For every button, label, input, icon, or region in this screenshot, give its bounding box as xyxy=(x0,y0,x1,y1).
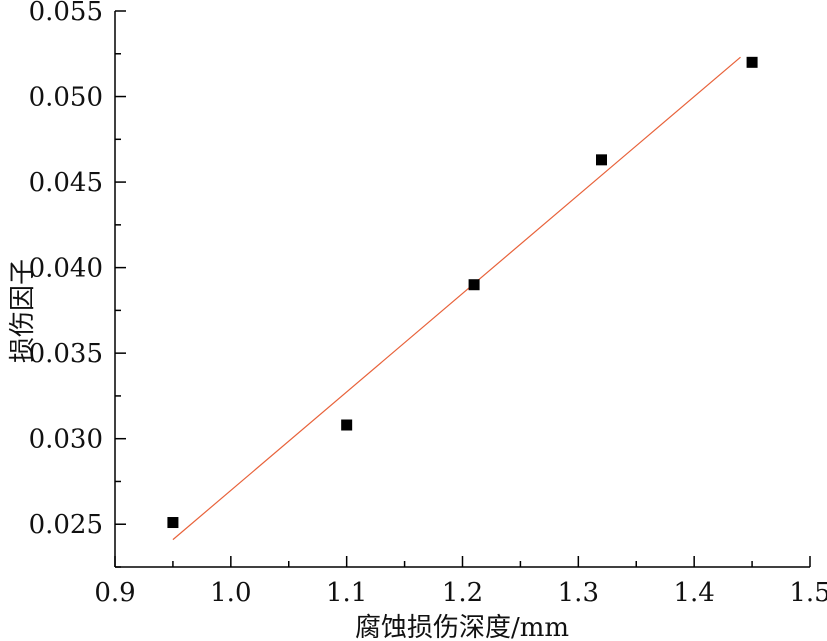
x-tick-label: 1.0 xyxy=(210,578,251,608)
y-tick-label: 0.035 xyxy=(29,339,103,369)
y-tick-label: 0.050 xyxy=(29,83,103,113)
x-tick-label: 1.3 xyxy=(558,578,599,608)
x-tick-label: 1.1 xyxy=(326,578,367,608)
x-tick-label: 1.2 xyxy=(442,578,483,608)
ticks: 0.9 1.0 1.1 1.2 1.3 1.4 1.5 0.025 0.030 0.035 0.04… xyxy=(29,0,827,608)
y-tick-label: 0.045 xyxy=(29,168,103,198)
data-point xyxy=(596,154,607,166)
y-tick-label: 0.055 xyxy=(29,0,103,27)
x-tick-label: 1.4 xyxy=(673,578,714,608)
data-point xyxy=(341,419,353,431)
axes xyxy=(114,11,810,568)
x-tick-label: 0.9 xyxy=(94,578,135,608)
data-point xyxy=(746,56,758,68)
y-tick-label: 0.040 xyxy=(29,254,103,284)
x-axis-title: 腐蚀损伤深度/mm xyxy=(355,613,569,641)
data-point xyxy=(167,517,179,529)
x-tick-label: 1.5 xyxy=(789,578,827,608)
y-tick-label: 0.025 xyxy=(29,510,103,540)
y-axis-title: 损伤因子 xyxy=(8,259,38,363)
fit-line xyxy=(172,56,741,541)
fit-line-group xyxy=(172,56,741,541)
points-group xyxy=(167,56,758,529)
y-tick-label: 0.030 xyxy=(29,425,103,455)
data-point xyxy=(468,279,480,291)
